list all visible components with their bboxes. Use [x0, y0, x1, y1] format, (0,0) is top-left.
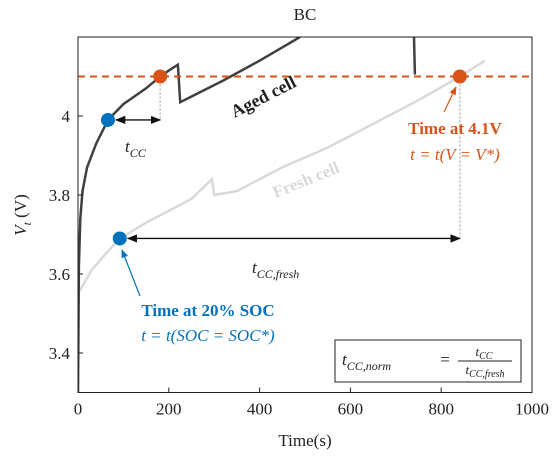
formula-main: t — [465, 362, 469, 377]
formula-main: t — [342, 350, 348, 369]
y-tick-label: 4 — [62, 107, 71, 126]
annotation-arrow — [443, 86, 457, 113]
y-axis-label-sub: t — [20, 221, 34, 225]
annotation-sub: CC,fresh — [257, 267, 300, 281]
formula-sub: CC,norm — [347, 359, 392, 373]
formula-num: tCC — [476, 344, 493, 362]
annotation: t = t(SOC = SOC*) — [141, 326, 275, 345]
marker-point — [100, 112, 115, 127]
formula-main: t — [476, 344, 480, 359]
marker-point — [112, 231, 127, 246]
axes-box — [77, 36, 533, 393]
y-axis-label-unit: (V) — [11, 194, 30, 222]
annotation: Time at 4.1V — [408, 119, 502, 138]
chart-title: BC — [294, 5, 317, 24]
series-line — [78, 59, 486, 295]
y-tick-label: 3.8 — [49, 186, 70, 205]
annotation: tCC,fresh — [252, 258, 299, 281]
series-label: Aged cell — [227, 72, 299, 122]
x-tick-label: 0 — [74, 400, 83, 419]
x-tick-label: 600 — [338, 400, 364, 419]
series-line — [78, 37, 417, 393]
annotation: Time at 20% SOC — [141, 301, 274, 320]
formula-lhs: tCC,norm — [342, 350, 391, 373]
annotation: tCC — [125, 137, 147, 160]
plot-area — [78, 37, 486, 393]
formula-den: tCC,fresh — [465, 362, 504, 380]
annotation-main: t — [125, 137, 131, 156]
x-tick-label: 200 — [156, 400, 182, 419]
x-tick-label: 1000 — [515, 400, 549, 419]
y-tick-label: 3.4 — [49, 344, 71, 363]
y-axis-label-main: V — [11, 223, 30, 236]
x-tick-label: 800 — [428, 400, 454, 419]
annotation-sub: CC — [130, 146, 147, 160]
formula-eq: = — [440, 350, 450, 369]
formula-sub: CC,fresh — [469, 369, 504, 380]
marker-point — [452, 69, 467, 84]
overlay — [78, 69, 532, 246]
x-axis-label: Time(s) — [278, 431, 331, 450]
y-axis-label: Vt (V) — [11, 194, 34, 236]
x-tick-label: 400 — [247, 400, 273, 419]
series-label: Fresh cell — [270, 158, 342, 202]
marker-point — [153, 69, 168, 84]
formula-sub: CC — [479, 351, 493, 362]
annotation: t = t(V = V*) — [410, 145, 500, 164]
annotation-arrow — [121, 249, 141, 297]
annotation-main: t — [252, 258, 258, 277]
y-tick-label: 3.6 — [49, 265, 70, 284]
